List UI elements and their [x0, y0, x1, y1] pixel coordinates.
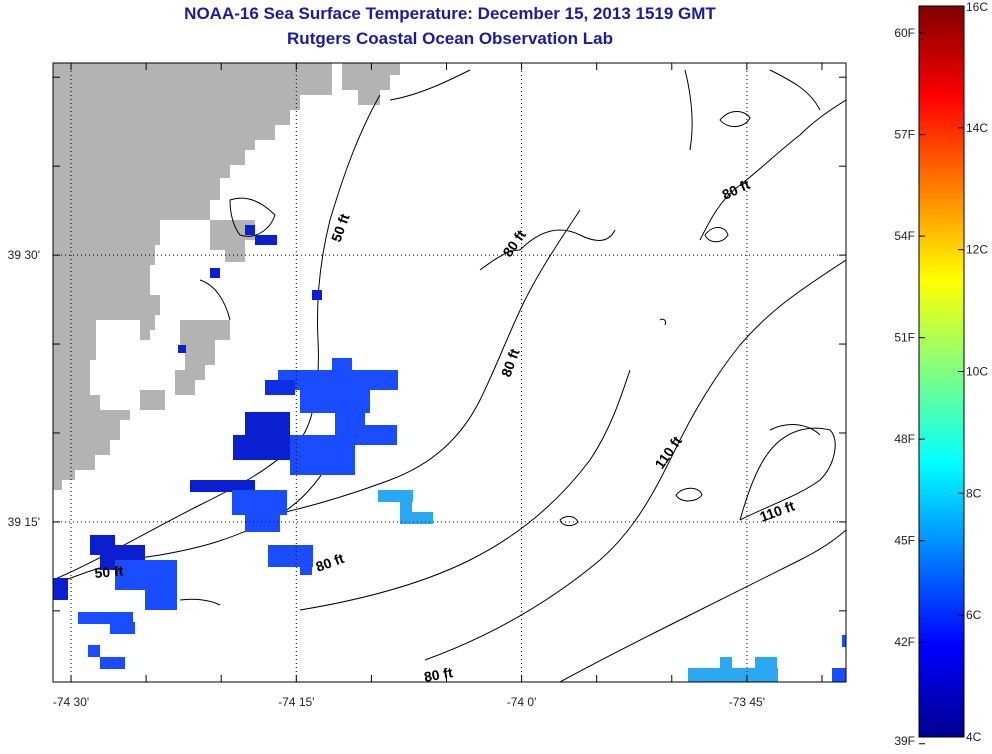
colorbar [918, 5, 965, 738]
colorbar-label-c: 8C [966, 486, 982, 500]
colorbar-label-c: 12C [966, 243, 988, 257]
y-tick-labels: 39 30' 39 15' [8, 248, 40, 529]
x-tick-label: -74 15' [278, 695, 314, 709]
chart-title: NOAA-16 Sea Surface Temperature: Decembe… [184, 4, 716, 23]
y-tick-label: 39 30' [8, 248, 40, 262]
colorbar-label-f: 60F [894, 26, 915, 40]
x-tick-label: -74 30' [53, 695, 89, 709]
colorbar-ticks [919, 5, 964, 745]
land-mass [53, 63, 332, 490]
x-tick-label: -73 45' [729, 695, 765, 709]
x-tick-label: -74 0' [507, 695, 537, 709]
colorbar-label-f: 48F [894, 432, 915, 446]
y-tick-label: 39 15' [8, 515, 40, 529]
chart-subtitle: Rutgers Coastal Ocean Observation Lab [287, 29, 613, 48]
colorbar-label-f: 54F [894, 229, 915, 243]
colorbar-label-f: 45F [894, 534, 915, 548]
colorbar-label-f: 51F [894, 331, 915, 345]
axis-ticks [53, 63, 846, 682]
x-tick-labels: -74 30' -74 15' -74 0' -73 45' [53, 695, 765, 709]
grid-lines [53, 63, 846, 682]
land-patch [175, 320, 230, 395]
land-patch [342, 63, 400, 105]
land-patch [210, 220, 255, 262]
contour-label: 50 ft [94, 563, 124, 581]
colorbar-label-c: 6C [966, 608, 982, 622]
colorbar-labels-fahrenheit: 60F 57F 54F 51F 48F 45F 42F 39F [894, 26, 915, 748]
colorbar-labels-celsius: 16C 14C 12C 10C 8C 6C 4C [966, 0, 988, 744]
colorbar-label-f: 42F [894, 635, 915, 649]
colorbar-label-f: 39F [894, 734, 915, 748]
colorbar-label-c: 10C [966, 365, 988, 379]
sst-patches [53, 225, 846, 682]
colorbar-label-c: 4C [966, 730, 982, 744]
depth-contours [53, 69, 846, 682]
colorbar-label-f: 57F [894, 128, 915, 142]
map-frame [52, 62, 847, 683]
colorbar-label-c: 16C [966, 0, 988, 14]
colorbar-label-c: 14C [966, 121, 988, 135]
land-patch [140, 390, 165, 410]
